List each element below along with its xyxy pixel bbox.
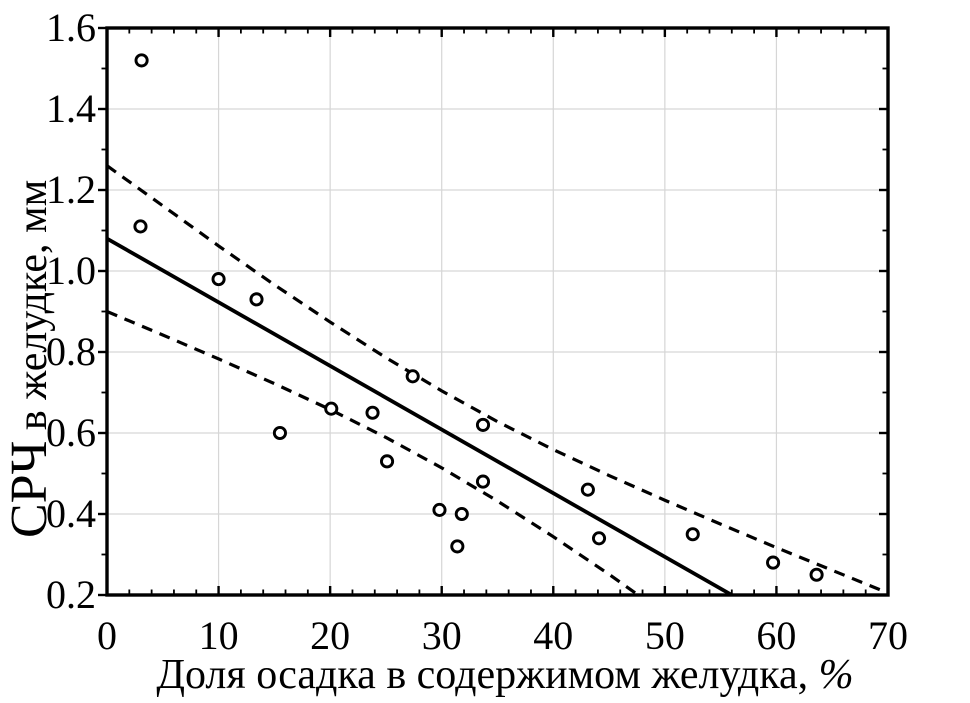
data-point	[133, 219, 148, 234]
y-tick-label: 0.6	[46, 410, 96, 455]
confidence-bands	[106, 164, 889, 597]
upper-confidence-line	[106, 164, 889, 595]
x-axis-title-percent: %	[819, 652, 854, 698]
gridlines	[107, 28, 888, 595]
data-point	[809, 567, 824, 582]
data-point	[249, 292, 264, 307]
y-tick-label: 0.8	[46, 329, 96, 374]
data-point	[405, 369, 420, 384]
data-point	[685, 527, 700, 542]
y-tick-label: 1.0	[46, 248, 96, 293]
y-tick-label: 1.6	[46, 5, 96, 50]
data-point	[324, 401, 339, 416]
y-axis-title-rest: в желудке, мм	[10, 180, 56, 441]
x-tick-label: 30	[422, 613, 462, 658]
data-points	[133, 53, 824, 582]
fit-line	[106, 236, 733, 597]
y-axis-title: СРЧ в желудке, мм	[1, 180, 58, 538]
data-point	[379, 454, 395, 469]
regression-line-layer	[106, 236, 733, 597]
y-tick-label: 1.4	[46, 86, 96, 131]
x-tick-label: 50	[645, 613, 685, 658]
data-point	[211, 272, 226, 287]
data-point	[454, 506, 469, 522]
data-point	[475, 417, 491, 432]
data-point	[580, 482, 595, 497]
plot-frame	[105, 26, 890, 597]
y-axis-title-main: СРЧ	[1, 441, 58, 538]
data-point	[272, 425, 287, 441]
axis-ticks	[98, 26, 890, 597]
y-tick-label: 0.2	[46, 572, 96, 617]
data-point	[134, 53, 149, 68]
data-point	[432, 502, 447, 518]
tick-labels: 0 10 20 30 40 50 60 70 0.2 0.4 0.6 0.8 1.0 1.2 1.4 1.6	[46, 5, 908, 658]
data-point	[365, 405, 380, 420]
data-point	[591, 531, 607, 546]
data-point	[450, 539, 465, 554]
x-axis-title: Доля осадка в содержимом желудка, %	[156, 652, 853, 698]
y-tick-label: 1.2	[46, 167, 96, 212]
x-tick-label: 70	[868, 613, 908, 658]
y-tick-label: 0.4	[46, 491, 96, 536]
x-axis-title-text: Доля осадка в содержимом желудка,	[156, 652, 818, 698]
x-tick-label: 40	[533, 613, 573, 658]
x-tick-label: 0	[97, 613, 117, 658]
x-tick-label: 20	[310, 613, 350, 658]
x-tick-label: 60	[756, 613, 796, 658]
data-point	[766, 555, 781, 570]
lower-confidence-line	[106, 310, 640, 597]
x-tick-label: 10	[199, 613, 239, 658]
data-point	[475, 474, 491, 489]
